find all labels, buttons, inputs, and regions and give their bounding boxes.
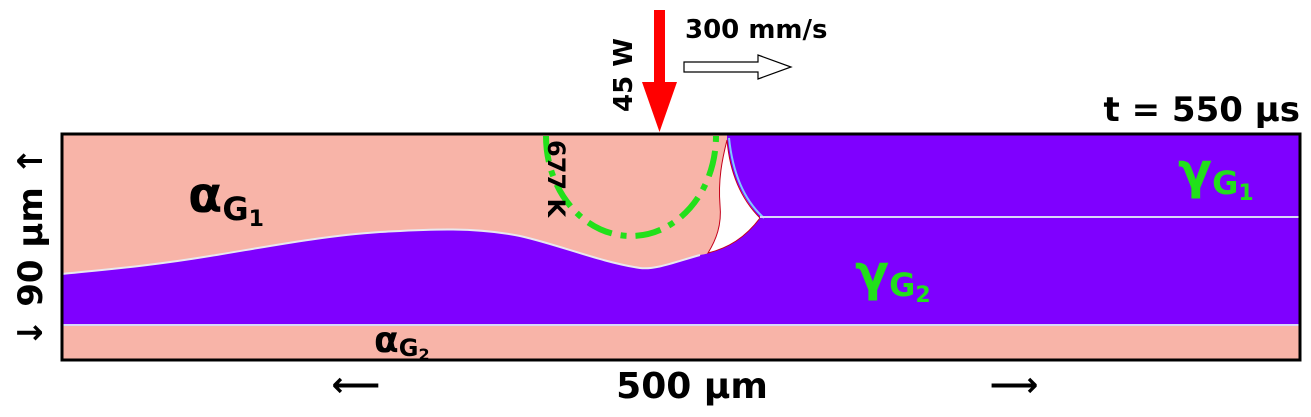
scan-speed-label: 300 mm/s — [685, 15, 827, 45]
alpha-g1-interface — [62, 228, 701, 275]
scan-direction-arrow — [683, 54, 793, 80]
alpha-g2-region — [62, 325, 1300, 360]
gamma-g1-label: γG1 — [1178, 142, 1254, 206]
laser-power-label: 45 W — [609, 38, 639, 112]
time-label: t = 550 µs — [1104, 90, 1300, 130]
width-left-arrow: ⟵ — [332, 365, 381, 405]
simulation-domain — [62, 134, 1300, 360]
alpha-g1-label: αG1 — [188, 166, 264, 232]
alpha-g1-region — [62, 134, 760, 274]
melt-front-gradient — [728, 137, 765, 219]
melt-front-zone — [706, 139, 761, 254]
laser-arrow — [642, 10, 677, 132]
height-scale-label: ↓ 90 µm ↑ — [11, 147, 51, 347]
width-right-arrow: ⟶ — [990, 365, 1039, 405]
alpha-g2-label: αG2 — [374, 320, 430, 364]
width-scale-label: 500 µm — [616, 366, 768, 407]
gamma-g2-label: γG2 — [855, 244, 931, 308]
isotherm-temperature-label: 677 K — [542, 140, 570, 218]
domain-border — [60, 132, 1302, 362]
